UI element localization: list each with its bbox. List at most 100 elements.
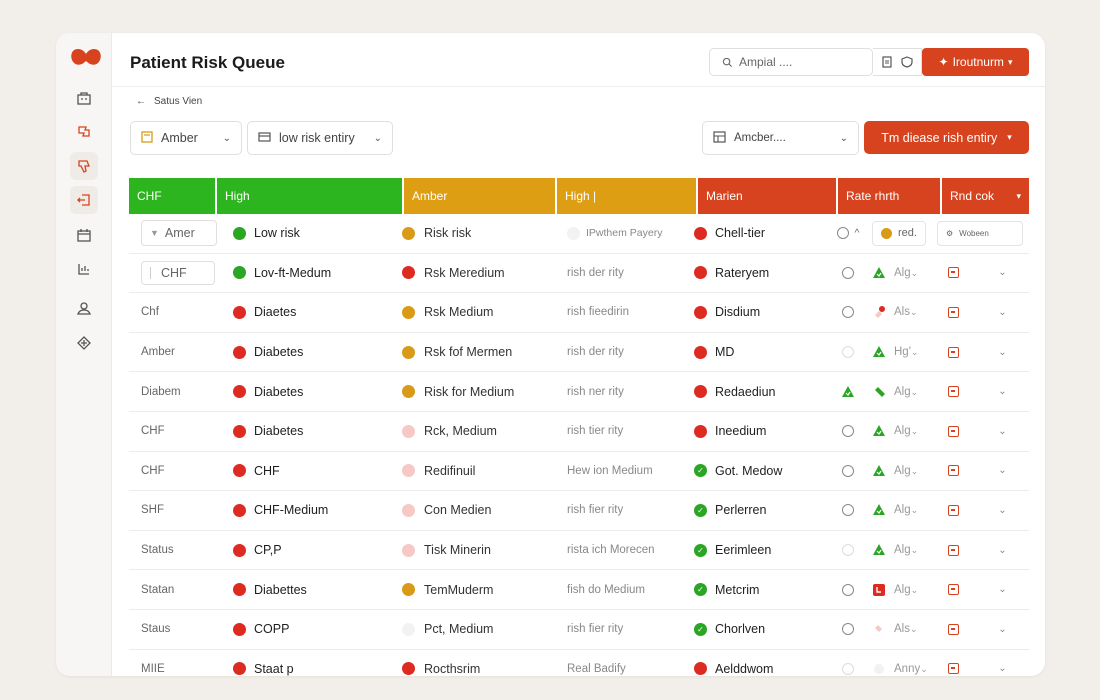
calendar-icon[interactable] bbox=[948, 663, 959, 675]
status-dot-amber bbox=[402, 305, 415, 319]
logo-icon[interactable] bbox=[70, 47, 102, 69]
expand-chevron-icon[interactable]: ⌄ bbox=[998, 504, 1007, 516]
triangle-icon bbox=[873, 266, 885, 278]
cell-flag-text: Hg'⌄ bbox=[894, 346, 918, 358]
flag-label: Alg bbox=[894, 504, 911, 517]
status-ring[interactable] bbox=[842, 346, 854, 359]
filter-select-3[interactable]: Amcber.... ⌄ bbox=[702, 121, 859, 155]
cell-score: red. bbox=[898, 227, 917, 240]
shield-icon[interactable] bbox=[901, 56, 913, 68]
chevron-down-icon: ⌄ bbox=[910, 545, 919, 556]
table-row[interactable]: ▼ Amer Low risk Risk risk IPwthem Payery … bbox=[129, 214, 1029, 254]
nav-exit-icon[interactable] bbox=[70, 186, 98, 214]
table-row[interactable]: SHF CHF-Medium Con Medien rish fier rity… bbox=[129, 491, 1029, 531]
document-icon[interactable] bbox=[881, 56, 893, 68]
status-ring[interactable] bbox=[842, 425, 854, 438]
calendar-icon[interactable] bbox=[948, 623, 959, 635]
status-ring[interactable] bbox=[842, 464, 854, 477]
flag-label: Anny bbox=[894, 662, 921, 675]
cell-tier: Metcrim bbox=[715, 582, 760, 597]
nav-calendar-icon[interactable] bbox=[70, 221, 98, 249]
table-row[interactable]: Statan Diabettes TemMuderm fish do Mediu… bbox=[129, 570, 1029, 610]
column-header[interactable]: High bbox=[217, 178, 402, 214]
expand-chevron-icon[interactable]: ⌄ bbox=[998, 465, 1007, 477]
status-ring[interactable] bbox=[842, 266, 854, 279]
expand-chevron-icon[interactable]: ⌄ bbox=[998, 386, 1007, 398]
status-ring[interactable] bbox=[842, 583, 854, 596]
table-row[interactable]: CHF Lov-ft-Medum Rsk Meredium rish der r… bbox=[129, 254, 1029, 294]
select-box[interactable]: ▼ Amer bbox=[141, 220, 217, 247]
header-icon-group bbox=[873, 48, 922, 76]
chevron-down-icon: ▾ bbox=[1007, 56, 1013, 67]
expand-chevron-icon[interactable]: ⌄ bbox=[998, 425, 1007, 437]
nav-diamond-icon[interactable] bbox=[70, 329, 98, 357]
column-header[interactable]: Rnd cok ▾ bbox=[942, 178, 1029, 214]
triangle-icon bbox=[873, 544, 885, 556]
flag-label: Alg bbox=[894, 544, 911, 557]
triangle-icon[interactable] bbox=[841, 385, 855, 399]
status-dot-amber bbox=[402, 345, 415, 359]
cell-condition: Diabetes bbox=[254, 424, 304, 439]
expand-chevron-icon[interactable]: ⌄ bbox=[998, 584, 1007, 596]
expand-chevron-icon[interactable]: ⌄ bbox=[998, 663, 1007, 675]
status-dot-faint bbox=[567, 226, 580, 240]
header-primary-button[interactable]: ✦ Iroutnurm ▾ bbox=[922, 48, 1029, 76]
back-link[interactable]: ← Satus Vien bbox=[136, 96, 202, 107]
status-ring[interactable] bbox=[842, 623, 854, 636]
table-row[interactable]: Diabem Diabetes Risk for Medium rish ner… bbox=[129, 372, 1029, 412]
column-header[interactable]: Amber bbox=[404, 178, 555, 214]
nav-person-icon[interactable] bbox=[70, 294, 98, 322]
expand-chevron-icon[interactable]: ⌄ bbox=[998, 346, 1007, 358]
status-ring[interactable] bbox=[842, 504, 854, 517]
nav-flag-icon[interactable] bbox=[70, 118, 98, 146]
grid-icon bbox=[713, 130, 726, 146]
caret-down-icon[interactable]: ▾ bbox=[1016, 190, 1021, 201]
nav-chart-icon[interactable] bbox=[70, 255, 98, 283]
cell-note: rish fier rity bbox=[567, 623, 624, 636]
column-header[interactable]: Marien bbox=[698, 178, 836, 214]
column-header[interactable]: Rate rhrth bbox=[838, 178, 940, 214]
chevron-down-icon: ⌄ bbox=[910, 347, 919, 358]
calendar-icon[interactable] bbox=[948, 306, 959, 318]
table-row[interactable]: CHF CHF Redifinuil Hew ion Medium ✓ Got. … bbox=[129, 452, 1029, 492]
status-ring[interactable] bbox=[842, 306, 854, 319]
table-row[interactable]: CHF Diabetes Rck, Medium rish tier rity … bbox=[129, 412, 1029, 452]
expand-chevron-icon[interactable]: ⌄ bbox=[998, 267, 1007, 279]
calendar-icon[interactable] bbox=[948, 425, 959, 437]
table-row[interactable]: Amber Diabetes Rsk fof Mermen rish der r… bbox=[129, 333, 1029, 373]
calendar-icon[interactable] bbox=[948, 267, 959, 279]
calendar-icon[interactable] bbox=[948, 584, 959, 596]
cell-note: rish tier rity bbox=[567, 425, 624, 438]
expand-chevron-icon[interactable]: ⌄ bbox=[998, 544, 1007, 556]
search-input[interactable]: Ampial .... bbox=[709, 48, 873, 76]
nav-thumbs-down-icon[interactable] bbox=[70, 152, 98, 180]
chevron-down-icon: ⌄ bbox=[910, 584, 919, 595]
column-header[interactable]: CHF bbox=[129, 178, 215, 214]
column-header[interactable]: High | bbox=[557, 178, 696, 214]
status-ring[interactable] bbox=[836, 227, 849, 240]
status-ring[interactable] bbox=[842, 544, 854, 557]
calendar-icon[interactable] bbox=[948, 544, 959, 556]
table-row[interactable]: Staus COPP Pct, Medium rish fier rity ✓ C… bbox=[129, 610, 1029, 650]
status-dot-amber bbox=[402, 385, 415, 399]
table-row[interactable]: Status CP,P Tisk Minerin rista ich Morec… bbox=[129, 531, 1029, 571]
filter-select-2-value: low risk entiry bbox=[279, 131, 355, 145]
disease-risk-entry-button[interactable]: Tm diease rish entiry ▾ bbox=[864, 121, 1029, 154]
calendar-icon[interactable] bbox=[948, 346, 959, 358]
cell-tier: Rateryem bbox=[715, 265, 770, 280]
calendar-icon[interactable] bbox=[948, 386, 959, 398]
cell-tier: Perlerren bbox=[715, 503, 767, 518]
calendar-icon[interactable] bbox=[948, 504, 959, 516]
calendar-icon[interactable] bbox=[948, 465, 959, 477]
nav-building-icon[interactable] bbox=[70, 84, 98, 112]
status-dot-red bbox=[233, 622, 246, 636]
table-row[interactable]: MIIE Staat p Rocthsrim Real Badify Aeldd… bbox=[129, 650, 1029, 676]
select-box[interactable]: CHF bbox=[141, 260, 215, 285]
filter-select-1[interactable]: Amber ⌄ bbox=[130, 121, 242, 155]
filter-select-2[interactable]: low risk entiry ⌄ bbox=[247, 121, 393, 155]
expand-chevron-icon[interactable]: ⌄ bbox=[998, 306, 1007, 318]
cell-note: rista ich Morecen bbox=[567, 544, 655, 557]
expand-chevron-icon[interactable]: ⌄ bbox=[998, 623, 1007, 635]
table-row[interactable]: Chf Diaetes Rsk Medium rish fieedirin Di… bbox=[129, 293, 1029, 333]
status-ring[interactable] bbox=[842, 662, 854, 675]
